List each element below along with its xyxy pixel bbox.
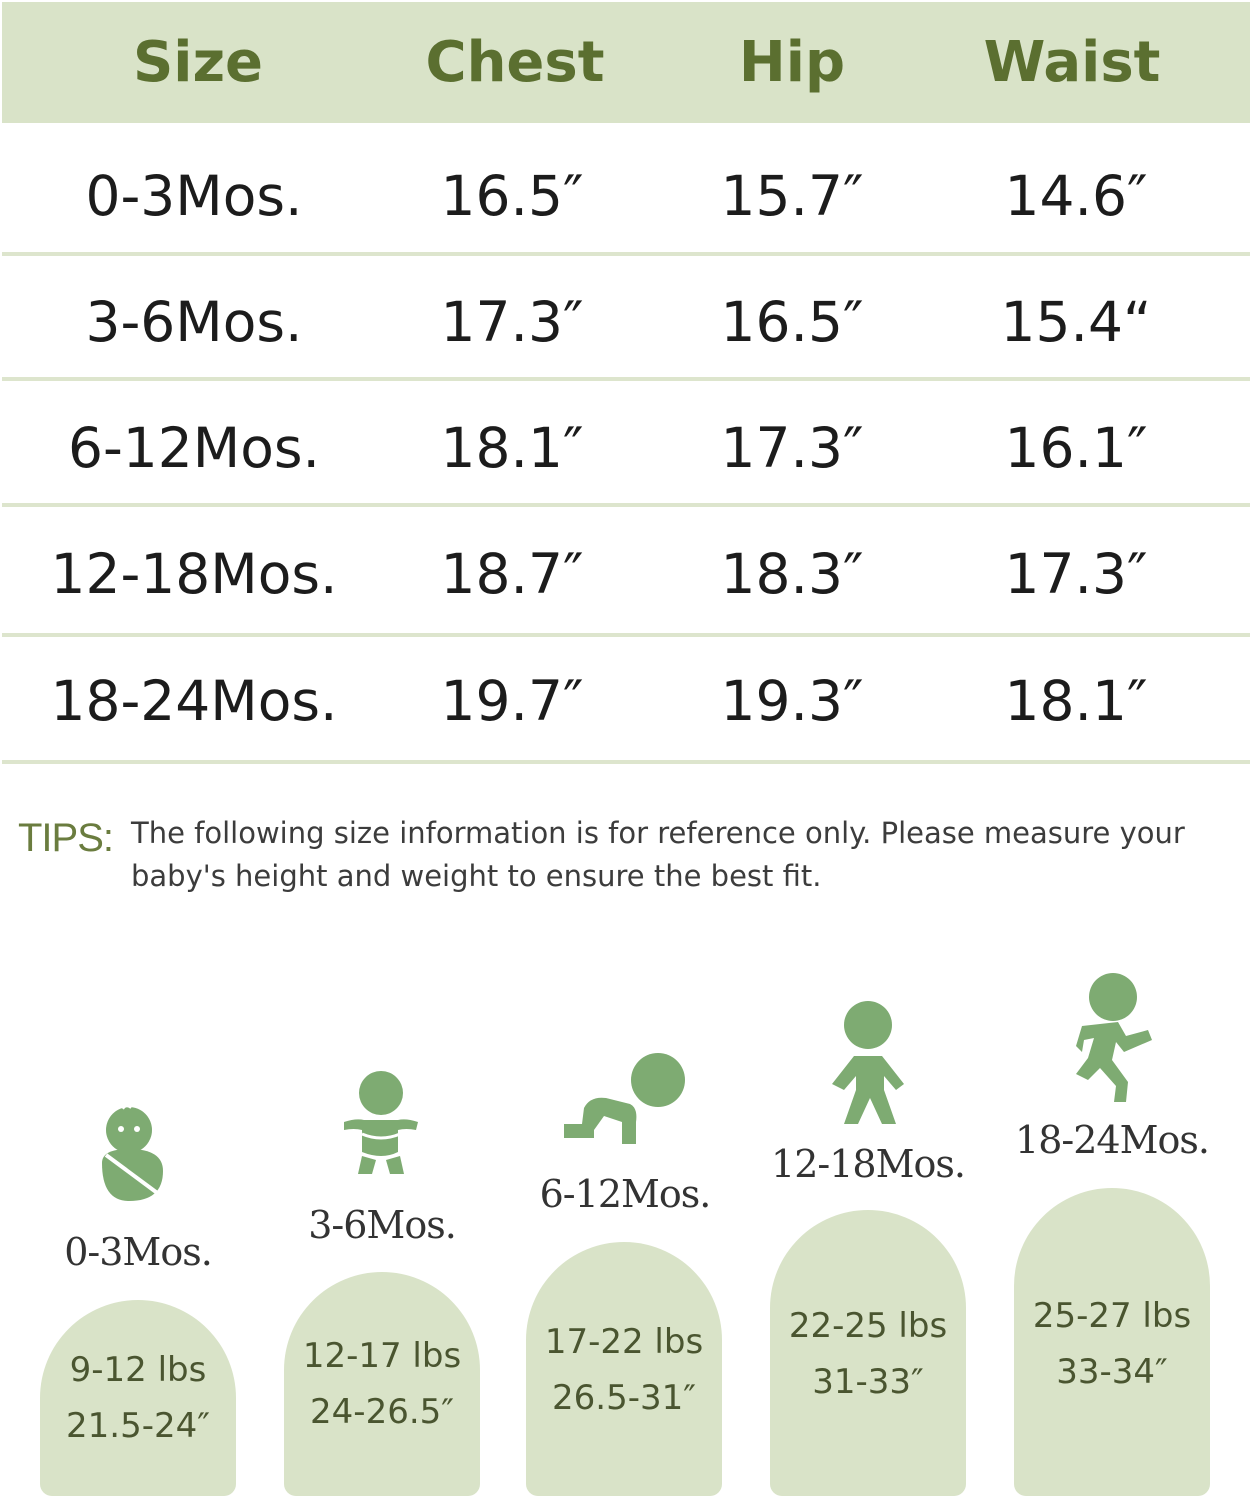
diaper-baby-icon <box>344 1071 418 1174</box>
size-cell: 3-6Mos. <box>85 290 303 354</box>
hip-cell: 19.3″ <box>720 669 864 733</box>
stage-weight: 22-25 lbs <box>788 1306 948 1346</box>
row-divider <box>2 377 1250 381</box>
size-cell: 6-12Mos. <box>67 416 321 480</box>
stage-weight: 9-12 lbs <box>69 1350 207 1390</box>
table-row: 3-6Mos. 17.3″ 16.5″ 15.4“ <box>0 251 1252 377</box>
hip-cell: 17.3″ <box>720 416 864 480</box>
stage-arch: 9-12 lbs 21.5-24″ <box>40 1300 236 1496</box>
stage-arch: 17-22 lbs 26.5-31″ <box>526 1242 722 1496</box>
row-divider <box>2 760 1250 764</box>
hip-cell: 18.3″ <box>720 542 864 606</box>
chest-cell: 17.3″ <box>440 290 584 354</box>
size-cell: 0-3Mos. <box>85 164 303 228</box>
stage-weight: 12-17 lbs <box>302 1336 462 1376</box>
waist-cell: 14.6″ <box>1004 164 1148 228</box>
table-row: 12-18Mos. 18.7″ 18.3″ 17.3″ <box>0 503 1252 629</box>
stage-label: 12-18Mos. <box>771 1142 966 1186</box>
size-cell: 18-24Mos. <box>50 669 338 733</box>
tips-label: TIPS: <box>18 816 114 860</box>
running-toddler-icon <box>1076 973 1152 1102</box>
stage-label: 18-24Mos. <box>1015 1118 1210 1162</box>
stage-label: 6-12Mos. <box>539 1172 712 1216</box>
tips-text: The following size information is for re… <box>131 816 1185 893</box>
waist-cell: 16.1″ <box>1004 416 1148 480</box>
stage-weight: 25-27 lbs <box>1032 1296 1192 1336</box>
crawling-baby-icon <box>564 1053 685 1144</box>
chest-cell: 18.7″ <box>440 542 584 606</box>
chest-cell: 18.1″ <box>440 416 584 480</box>
swaddled-baby-icon <box>102 1105 163 1201</box>
waist-cell: 18.1″ <box>1004 669 1148 733</box>
stage-height: 26.5-31″ <box>552 1378 696 1418</box>
row-divider <box>2 503 1250 507</box>
stage-label: 3-6Mos. <box>308 1203 457 1247</box>
header-hip: Hip <box>738 30 846 95</box>
header-chest: Chest <box>425 30 605 95</box>
row-divider <box>2 252 1250 256</box>
table-header: Size Chest Hip Waist <box>2 2 1250 123</box>
table-row: 0-3Mos. 16.5″ 15.7″ 14.6″ <box>0 125 1252 251</box>
row-divider <box>2 633 1250 637</box>
table-row: 18-24Mos. 19.7″ 19.3″ 18.1″ <box>0 630 1252 756</box>
standing-toddler-icon <box>832 1001 904 1124</box>
stage-height: 33-34″ <box>1056 1352 1168 1392</box>
header-waist: Waist <box>983 30 1161 95</box>
stage-height: 24-26.5″ <box>310 1392 454 1432</box>
stage-arch: 12-17 lbs 24-26.5″ <box>284 1272 480 1496</box>
chest-cell: 16.5″ <box>440 164 584 228</box>
stage-height: 21.5-24″ <box>66 1406 210 1446</box>
stage-label: 0-3Mos. <box>64 1230 213 1274</box>
stage-arch: 25-27 lbs 33-34″ <box>1014 1188 1210 1496</box>
chest-cell: 19.7″ <box>440 669 584 733</box>
stage-weight: 17-22 lbs <box>544 1322 704 1362</box>
waist-cell: 15.4“ <box>1000 290 1152 354</box>
stage-height: 31-33″ <box>812 1362 924 1402</box>
header-size: Size <box>132 30 264 95</box>
waist-cell: 17.3″ <box>1004 542 1148 606</box>
table-row: 6-12Mos. 18.1″ 17.3″ 16.1″ <box>0 377 1252 503</box>
stage-arch: 22-25 lbs 31-33″ <box>770 1210 966 1496</box>
size-cell: 12-18Mos. <box>50 542 338 606</box>
hip-cell: 15.7″ <box>720 164 864 228</box>
hip-cell: 16.5″ <box>720 290 864 354</box>
